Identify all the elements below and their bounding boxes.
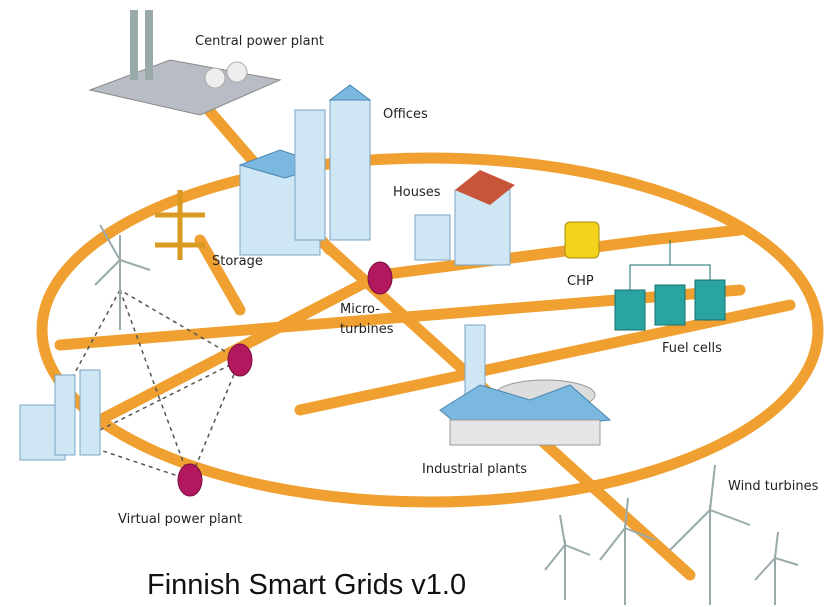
wind-turbines-part-part bbox=[545, 545, 565, 570]
wind-turbines-part-part bbox=[710, 510, 750, 525]
fuel-cells-icon bbox=[615, 240, 725, 330]
wind-turbines-part-part bbox=[775, 558, 798, 565]
wind-turbines-part bbox=[545, 515, 590, 600]
virtual-plant-buildings-part bbox=[55, 375, 75, 455]
wind-turbines-part-part bbox=[95, 260, 120, 285]
wind-turbines-part-part bbox=[775, 532, 778, 558]
micro-turbines bbox=[178, 262, 392, 496]
caption: Finnish Smart Grids v1.0 bbox=[147, 569, 466, 601]
chp-icon bbox=[565, 222, 599, 258]
micro-turbines-part bbox=[178, 464, 202, 496]
wind-turbines-part bbox=[755, 532, 798, 605]
label: Storage bbox=[212, 254, 263, 269]
fuel-cells-icon-part bbox=[615, 290, 645, 330]
label: turbines bbox=[340, 322, 394, 337]
wind-turbines-part-part bbox=[710, 465, 715, 510]
central-power-plant-icon-part bbox=[90, 60, 280, 115]
offices-icon-part bbox=[330, 100, 370, 240]
industrial-plants-icon bbox=[440, 325, 610, 445]
wind-turbines-part-part bbox=[560, 515, 565, 545]
micro-turbines-part bbox=[228, 344, 252, 376]
grid-roads bbox=[42, 100, 818, 575]
body: {"nodes": [ {"label": "Central power pla… bbox=[0, 0, 839, 607]
wind-turbines-part-part bbox=[755, 558, 775, 580]
central-power-plant-icon-part bbox=[227, 62, 247, 82]
virtual-plant-buildings bbox=[20, 370, 100, 460]
central-power-plant-icon-part bbox=[130, 10, 138, 80]
wind-turbines-part-part bbox=[600, 528, 625, 560]
label: CHP bbox=[567, 274, 594, 289]
label: Houses bbox=[393, 185, 441, 200]
fuel-cells-icon-part bbox=[695, 280, 725, 320]
grid-roads-part bbox=[42, 158, 818, 502]
central-power-plant-icon-part bbox=[145, 10, 153, 80]
fuel-cells-icon-part bbox=[655, 285, 685, 325]
offices-icon bbox=[240, 85, 370, 255]
diagram: Central power plant Offices Houses Stora… bbox=[0, 0, 839, 607]
wind-turbines-part-part bbox=[565, 545, 590, 555]
wind-turbines-part-part bbox=[120, 260, 150, 270]
label: Offices bbox=[383, 107, 428, 122]
label: Industrial plants bbox=[422, 462, 527, 477]
micro-turbines-part bbox=[368, 262, 392, 294]
chp-icon-part bbox=[565, 222, 599, 258]
page: Smart grid diagram html, body { margin: … bbox=[0, 0, 839, 607]
industrial-plants-icon-part bbox=[450, 420, 600, 445]
offices-icon-part bbox=[330, 85, 370, 100]
wind-turbines-part-part bbox=[670, 510, 710, 550]
central-power-plant-icon-part bbox=[205, 68, 225, 88]
label: Wind turbines bbox=[728, 479, 819, 494]
offices-icon-part bbox=[295, 110, 325, 240]
houses-icon-part bbox=[415, 215, 450, 260]
label: Central power plant bbox=[195, 34, 324, 49]
virtual-plant-buildings-part bbox=[80, 370, 100, 455]
label: Fuel cells bbox=[662, 341, 722, 356]
grid-roads-part bbox=[200, 240, 240, 310]
label: Micro- bbox=[340, 302, 380, 317]
grid-roads-part bbox=[650, 230, 740, 240]
label: Virtual power plant bbox=[118, 512, 242, 527]
central-power-plant-icon bbox=[90, 10, 280, 115]
